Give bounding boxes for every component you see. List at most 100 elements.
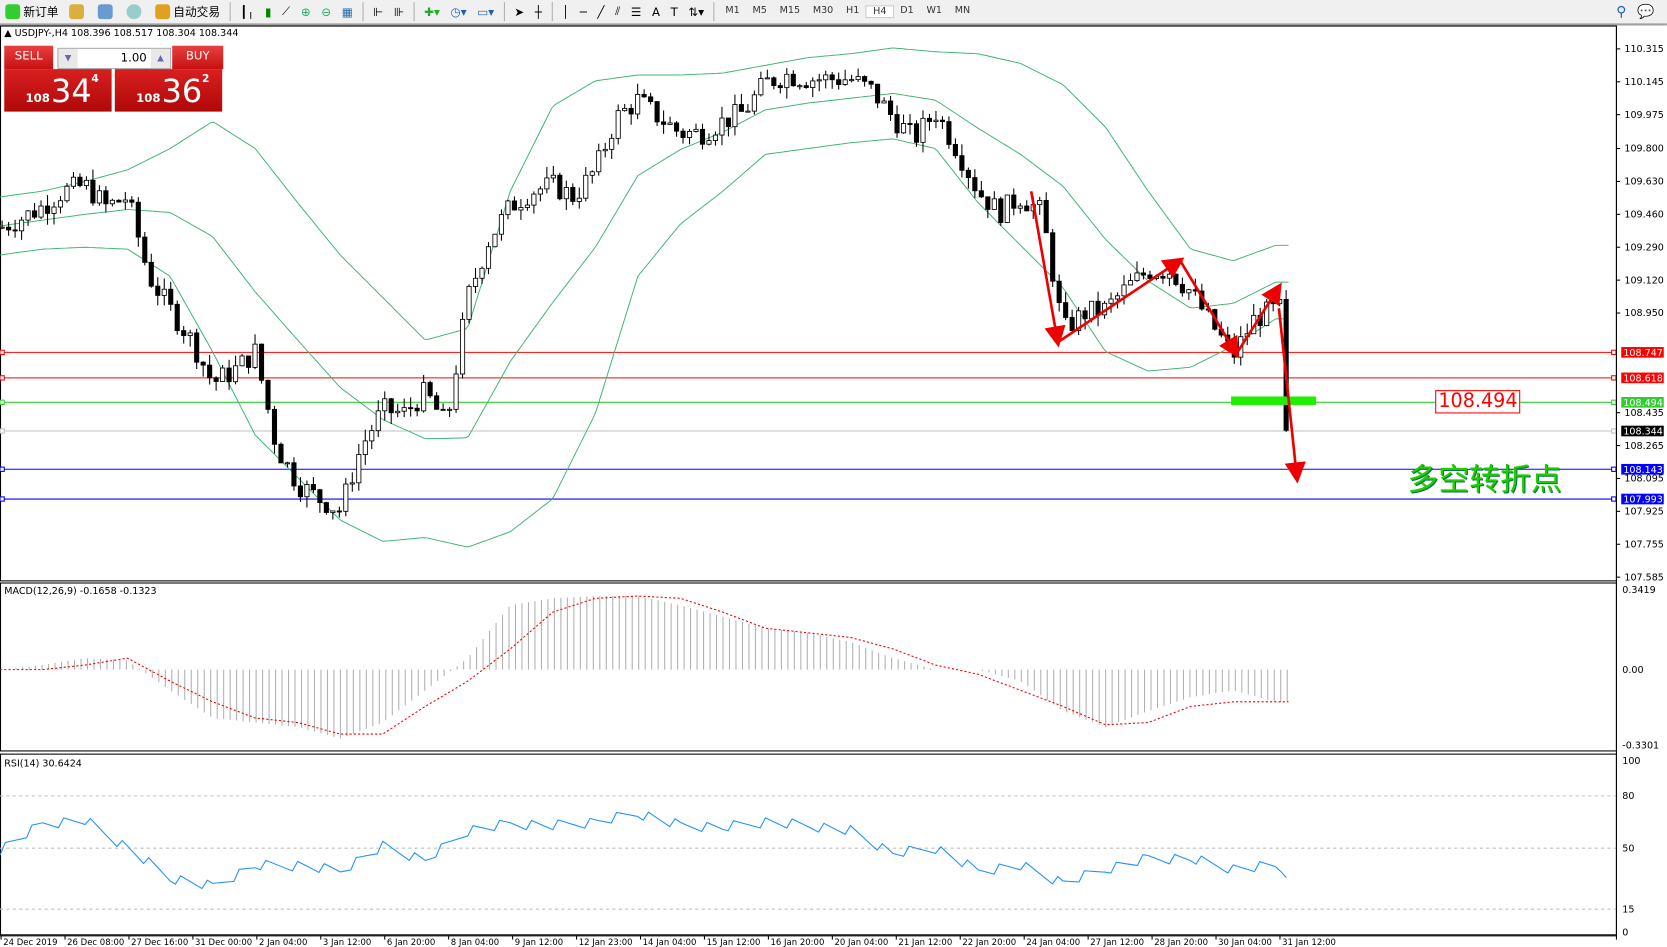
signals-button[interactable] bbox=[123, 1, 147, 22]
arrows-tool[interactable]: ⇅▾ bbox=[688, 4, 705, 19]
candle-body bbox=[946, 121, 952, 145]
candle bbox=[920, 110, 926, 153]
periods-button[interactable]: ◷▾ bbox=[450, 4, 467, 19]
rsi-line bbox=[0, 811, 1287, 890]
cursor-tool[interactable]: ➤ bbox=[514, 4, 525, 19]
red-arrow bbox=[1235, 282, 1282, 355]
candle bbox=[252, 334, 258, 370]
tile-windows-button[interactable]: ▦ bbox=[341, 4, 353, 19]
timeframe-m1[interactable]: M1 bbox=[725, 5, 740, 16]
timeframe-h1[interactable]: H1 bbox=[846, 5, 860, 16]
buy-price[interactable]: 108 36 2 bbox=[114, 69, 223, 112]
candle bbox=[109, 198, 115, 207]
candle-body bbox=[1056, 280, 1062, 304]
bar-chart-button[interactable]: ┃╷ bbox=[240, 4, 255, 19]
candle-body bbox=[317, 489, 323, 503]
navigator-icon bbox=[97, 4, 113, 20]
candle bbox=[680, 128, 686, 144]
candle-body bbox=[823, 74, 829, 81]
candle-body bbox=[401, 407, 407, 412]
timeframe-d1[interactable]: D1 bbox=[900, 5, 914, 16]
candle-body bbox=[557, 174, 563, 200]
timeframe-m30[interactable]: M30 bbox=[812, 5, 834, 16]
text-tool[interactable]: A bbox=[652, 4, 661, 19]
candle bbox=[70, 172, 77, 189]
vertical-line-tool[interactable]: │ bbox=[562, 4, 570, 19]
candle bbox=[570, 183, 576, 206]
candle-body bbox=[615, 110, 621, 139]
candle-body bbox=[855, 76, 861, 81]
sell-button[interactable]: SELL bbox=[4, 45, 54, 70]
buy-button[interactable]: BUY bbox=[172, 45, 224, 70]
new-order-button[interactable]: 新订单 bbox=[2, 1, 62, 22]
price-tick-label: 108.095 bbox=[1624, 474, 1663, 485]
time-label: 12 Jan 23:00 bbox=[579, 938, 633, 947]
candle bbox=[511, 196, 517, 211]
increase-lot-icon[interactable]: ▲ bbox=[150, 48, 171, 69]
candle-body bbox=[602, 148, 608, 152]
lot-value[interactable]: 1.00 bbox=[120, 51, 147, 65]
candle bbox=[926, 113, 933, 131]
fibonacci-tool[interactable]: ☰ bbox=[630, 4, 642, 19]
candle bbox=[161, 278, 167, 306]
trendline-tool[interactable]: ╱ bbox=[597, 4, 605, 19]
macd-tick-label: 0.00 bbox=[1622, 665, 1643, 676]
timeframe-m5[interactable]: M5 bbox=[752, 5, 767, 16]
candle bbox=[1017, 203, 1023, 214]
indicators-button[interactable]: ✚▾ bbox=[424, 4, 440, 19]
chat-icon[interactable]: 💬 bbox=[1636, 3, 1655, 20]
candle bbox=[933, 110, 939, 129]
timeframe-w1[interactable]: W1 bbox=[926, 5, 942, 16]
line-chart-button[interactable]: ⟋ bbox=[282, 4, 291, 19]
candle bbox=[453, 365, 459, 413]
candle bbox=[220, 364, 226, 382]
navigator-button[interactable] bbox=[95, 1, 119, 22]
sell-price[interactable]: 108 34 4 bbox=[4, 69, 112, 112]
candle bbox=[155, 277, 161, 306]
templates-button[interactable]: ▭▾ bbox=[477, 4, 495, 19]
candle-body bbox=[408, 407, 414, 410]
timeframe-h4[interactable]: H4 bbox=[865, 5, 894, 19]
timeframe-mn[interactable]: MN bbox=[954, 5, 971, 16]
crosshair-tool[interactable]: ┼ bbox=[534, 4, 542, 19]
price-label: 108.618 bbox=[1623, 374, 1662, 385]
candle-body bbox=[1179, 284, 1185, 294]
candle-body bbox=[1173, 273, 1179, 285]
auto-scroll-button[interactable]: ⊩ bbox=[372, 4, 384, 19]
candle bbox=[258, 343, 265, 384]
price-box-annotation[interactable]: 108.494 bbox=[1435, 390, 1521, 414]
text-label-tool[interactable]: T bbox=[670, 4, 678, 19]
candle bbox=[148, 253, 154, 288]
chart-shift-button[interactable]: ⊪ bbox=[393, 4, 405, 19]
zoom-in-button[interactable]: ⊕ bbox=[300, 4, 311, 19]
chart-window[interactable]: 110.315 110.145 109.975 109.800 109.630 109.4… bbox=[0, 25, 1667, 947]
equidistant-channel-tool[interactable]: ⫽ bbox=[615, 4, 621, 19]
macd-pane bbox=[0, 582, 1617, 752]
candle bbox=[745, 103, 751, 113]
candle-body bbox=[1114, 295, 1121, 300]
zoom-out-button[interactable]: ⊖ bbox=[321, 4, 332, 19]
time-label: 8 Jan 04:00 bbox=[451, 938, 499, 947]
line-handle bbox=[1611, 496, 1617, 502]
lot-size-field[interactable]: ▼ 1.00 ▲ bbox=[57, 47, 172, 70]
collapse-icon[interactable]: ▲ bbox=[4, 28, 15, 40]
sell-price-fraction: 4 bbox=[91, 73, 99, 86]
timeframe-m15[interactable]: M15 bbox=[779, 5, 801, 16]
candle-body bbox=[1069, 317, 1075, 332]
candle bbox=[1011, 188, 1017, 216]
horizontal-line-tool[interactable]: ─ bbox=[579, 4, 587, 19]
decrease-lot-icon[interactable]: ▼ bbox=[58, 48, 78, 69]
candle bbox=[991, 191, 997, 210]
search-icon[interactable]: ⚲ bbox=[1616, 3, 1627, 20]
candle-body bbox=[544, 177, 550, 190]
market-watch-button[interactable] bbox=[66, 1, 90, 22]
sell-price-prefix: 108 bbox=[25, 91, 50, 106]
auto-trading-button[interactable]: 自动交易 bbox=[152, 1, 223, 22]
candle-body bbox=[194, 332, 200, 363]
turning-point-text[interactable]: 多空转折点 bbox=[1407, 461, 1562, 498]
candlestick-button[interactable]: ▮ bbox=[264, 4, 272, 19]
candle-body bbox=[641, 94, 647, 98]
price-label-bg bbox=[1621, 463, 1664, 475]
candle bbox=[90, 169, 96, 206]
candle bbox=[330, 510, 336, 520]
